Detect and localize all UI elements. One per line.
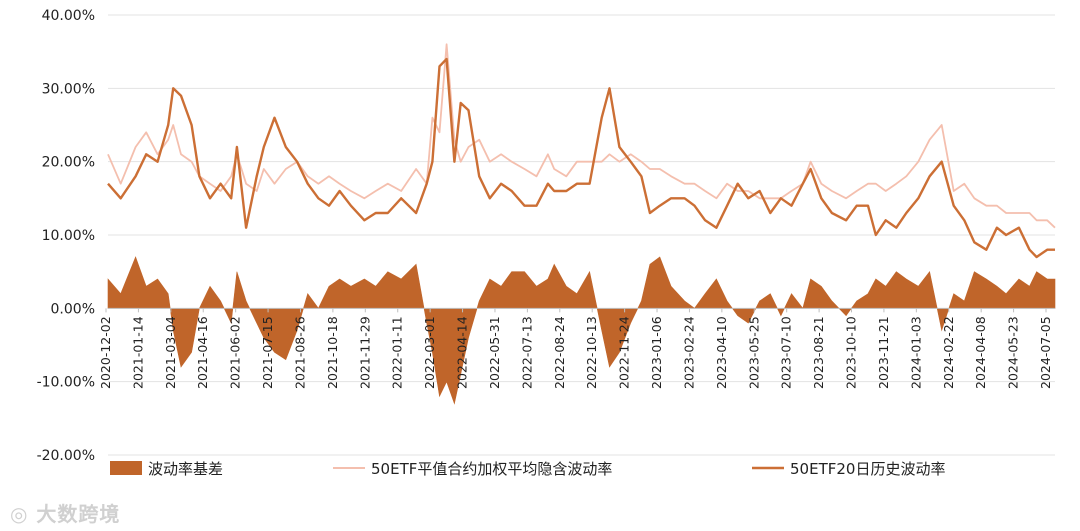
series-area-basis <box>107 256 1056 405</box>
x-tick-label: 2022-11-24 <box>617 316 632 389</box>
x-tick-label: 2024-01-03 <box>908 316 923 389</box>
y-axis: -20.00% -10.00% 0.00% 10.00% 20.00% 30.00% 40.… <box>37 8 95 464</box>
x-tick-label: 2021-10-18 <box>325 316 340 389</box>
x-tick-label: 2023-07-10 <box>779 316 794 389</box>
x-tick-label: 2023-11-21 <box>876 316 891 389</box>
x-tick-label: 2023-01-06 <box>649 316 664 389</box>
x-tick-label: 2024-07-05 <box>1038 316 1053 389</box>
x-tick-label: 2021-01-14 <box>130 316 145 389</box>
x-tick-label: 2021-04-16 <box>195 316 210 389</box>
x-tick-label: 2023-08-21 <box>811 316 826 389</box>
y-tick-label: 40.00% <box>42 8 95 24</box>
y-tick-label: 30.00% <box>42 81 95 97</box>
watermark-icon: ◎ <box>10 502 29 526</box>
watermark-text: 大数跨境 <box>36 502 121 526</box>
x-tick-label: 2022-04-14 <box>455 316 470 389</box>
x-tick-label: 2021-08-26 <box>292 316 307 389</box>
x-tick-label: 2024-05-23 <box>1006 316 1021 389</box>
x-tick-label: 2021-07-15 <box>260 316 275 389</box>
x-tick-label: 2022-10-13 <box>584 316 599 389</box>
x-tick-label: 2023-10-10 <box>844 316 859 389</box>
x-tick-label: 2022-08-24 <box>552 316 567 389</box>
legend: 波动率基差 50ETF平值合约加权平均隐含波动率 50ETF20日历史波动率 <box>110 460 945 478</box>
x-tick-label: 2024-04-08 <box>973 316 988 389</box>
x-axis: 2020-12-02 2021-01-14 2021-03-04 2021-04-16… <box>98 307 1055 389</box>
y-tick-label: -10.00% <box>37 375 95 391</box>
x-tick-label: 2021-03-04 <box>163 316 178 389</box>
series-line-iv <box>107 43 1056 229</box>
legend-swatch-basis <box>110 461 142 475</box>
x-tick-label: 2022-05-31 <box>487 316 502 389</box>
x-tick-label: 2021-11-29 <box>357 316 372 389</box>
watermark: ◎ 大数跨境 <box>10 498 120 527</box>
x-tick-label: 2022-07-13 <box>519 316 534 389</box>
x-tick-label: 2024-02-22 <box>941 316 956 389</box>
x-tick-label: 2022-01-11 <box>390 316 405 389</box>
x-tick-label: 2020-12-02 <box>98 316 113 389</box>
grid-lines <box>108 14 1055 456</box>
legend-label: 50ETF平值合约加权平均隐含波动率 <box>371 460 612 478</box>
legend-label: 50ETF20日历史波动率 <box>790 460 945 478</box>
y-tick-label: -20.00% <box>37 448 95 464</box>
y-tick-label: 20.00% <box>42 155 95 171</box>
legend-label: 波动率基差 <box>148 460 223 478</box>
y-tick-label: 10.00% <box>42 228 95 244</box>
x-tick-label: 2023-02-24 <box>681 316 696 389</box>
x-tick-label: 2021-06-02 <box>228 316 243 389</box>
line-layer <box>107 43 1056 259</box>
y-tick-label: 0.00% <box>51 301 95 317</box>
x-tick-label: 2023-05-25 <box>746 316 761 389</box>
series-line-hv20 <box>107 57 1055 259</box>
basis-area-layer <box>107 256 1056 405</box>
x-tick-label: 2022-03-01 <box>422 316 437 389</box>
x-tick-label: 2023-04-10 <box>714 316 729 389</box>
